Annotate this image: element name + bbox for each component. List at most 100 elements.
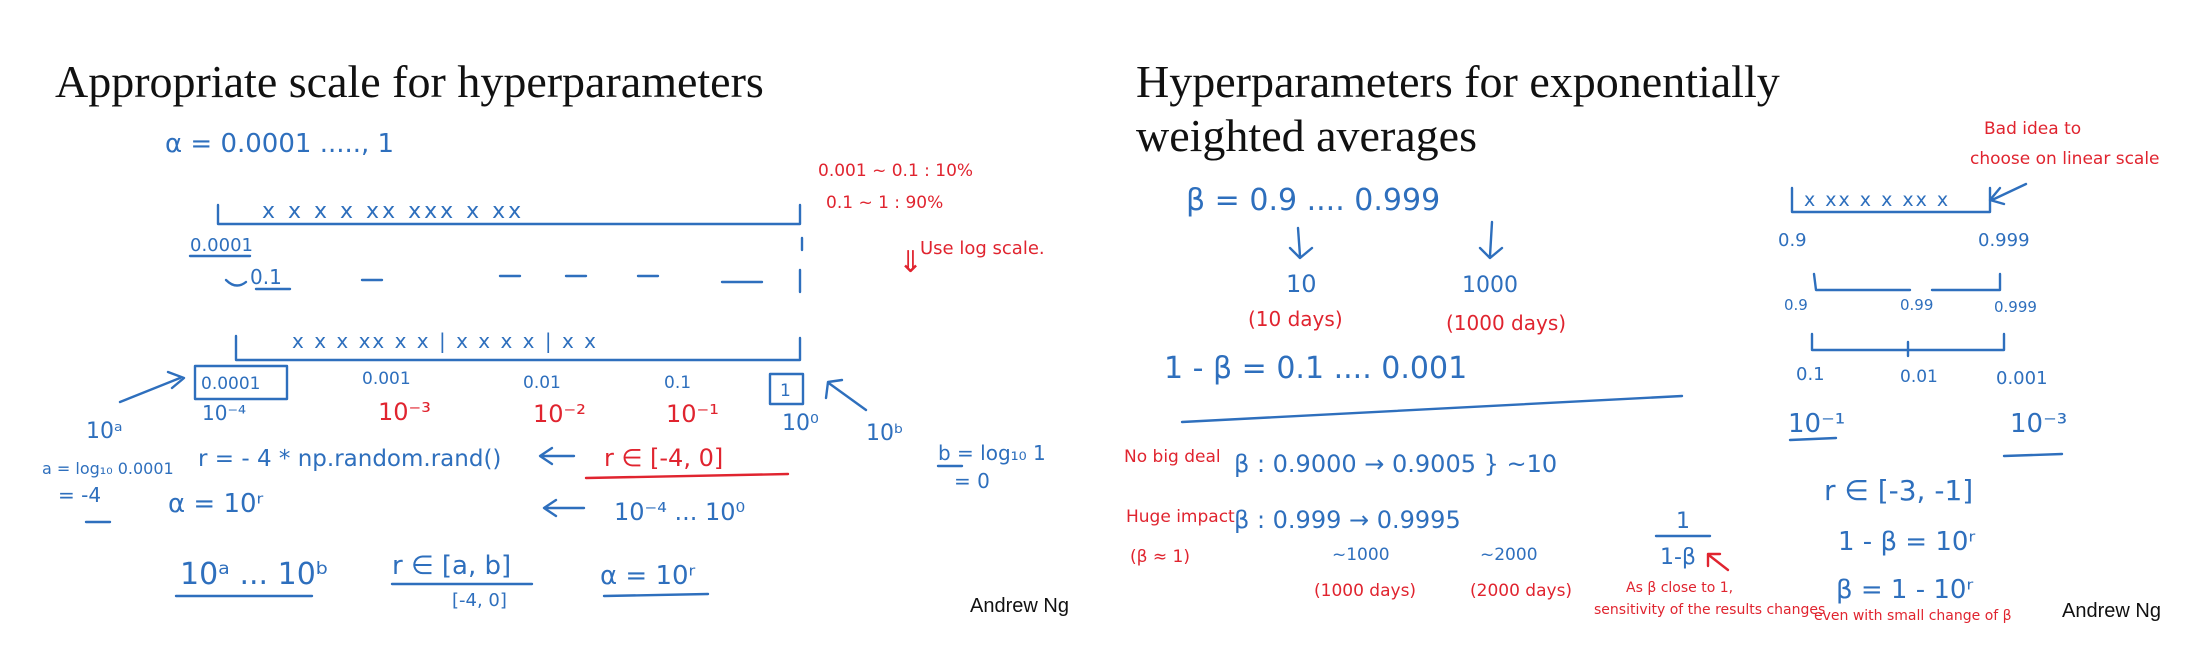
author-name: Andrew Ng [2062, 600, 2161, 622]
code-random-r: r = - 4 * np.random.rand() [198, 446, 501, 472]
right-window-days: (1000 days) [1446, 311, 1566, 335]
arrow-to-end-icon [824, 378, 868, 412]
arrow-to-linear-line-icon [1988, 182, 2028, 206]
r-range-label: r ∈ [-4, 0] [604, 444, 723, 472]
general-range: 10ᵃ ... 10ᵇ [180, 557, 329, 592]
one-minus-beta-eq: 1 - β = 10ʳ [1838, 527, 1975, 557]
inverse-right-label: 0.001 [1996, 368, 2048, 389]
left-window-size: 10 [1286, 270, 1317, 298]
slide-title-line1: Hyperparameters for exponentially [1136, 56, 1780, 107]
linear-left-label: 0.9 [1778, 230, 1807, 251]
left-power-label: 10ᵃ [86, 419, 123, 444]
handwritten-annotations: α = 0.0001 ....., 1 x x x x xx xxx x xx … [42, 129, 1046, 611]
slide-log-scale: Appropriate scale for hyperparameters α … [42, 56, 1069, 617]
bad-idea-note-1: Bad idea to [1984, 119, 2081, 139]
inverse-scale-line [1810, 332, 2006, 358]
log-scale-hint: Use log scale. [920, 238, 1045, 259]
power-range: 10⁻⁴ ... 10⁰ [614, 498, 745, 526]
r-range-underline [584, 472, 790, 480]
power-right: 10⁻³ [2010, 409, 2067, 439]
log-number-line [234, 334, 802, 362]
sample-ratio-90: 0.1 ~ 1 : 90% [826, 193, 943, 213]
line-start-label: 0.0001 [190, 235, 253, 256]
tick-power-0: 10⁻⁴ [202, 401, 246, 425]
author-name: Andrew Ng [970, 595, 1069, 617]
down-arrow-icon: ⇓ [898, 245, 923, 280]
approx-2000: ~2000 [1480, 545, 1538, 565]
beta-change-large: β : 0.999 → 0.9995 [1234, 506, 1461, 534]
no-big-deal-note: No big deal [1124, 447, 1221, 467]
sensitivity-note-2: sensitivity of the results changes [1594, 602, 1825, 618]
a-definition: a = log₁₀ 0.0001 [42, 459, 174, 478]
separator-line [1180, 394, 1684, 424]
beta-change-small: β : 0.9000 → 0.9005 } ~10 [1234, 450, 1557, 478]
b-value: = 0 [954, 469, 990, 493]
linear-sample-marks: x xx x x xx x [1804, 189, 1950, 211]
beta-range: β = 0.9 .... 0.999 [1186, 183, 1440, 218]
r-interval-example: [-4, 0] [452, 590, 507, 611]
fraction-numerator: 1 [1676, 509, 1690, 534]
boxed-end-value [768, 372, 805, 406]
sensitivity-note-3: even with small change of β [1814, 608, 2012, 624]
tick-power-1: 10⁻³ [378, 398, 431, 426]
arrow-down-icon-2 [1478, 220, 1504, 260]
sensitivity-note-1: As β close to 1, [1626, 580, 1733, 596]
tick-value-0: 0.0001 [201, 374, 260, 394]
tick-value-2: 0.01 [523, 373, 561, 393]
beta-near-one: (β ≈ 1) [1130, 547, 1190, 567]
arrow-to-start-icon [118, 370, 186, 404]
slide-title-line2: weighted averages [1136, 110, 1478, 161]
arrow-note-icon [1706, 552, 1730, 572]
alpha-formula-bottom: α = 10ʳ [600, 561, 696, 591]
arrow-left-icon [538, 446, 576, 466]
one-minus-beta-range: 1 - β = 0.1 .... 0.001 [1164, 351, 1467, 386]
approx-1000: ~1000 [1332, 545, 1390, 565]
segment-mid-label: 0.99 [1900, 296, 1933, 314]
days-1000: (1000 days) [1314, 581, 1416, 601]
tick-power-2: 10⁻² [533, 400, 586, 428]
b-definition: b = log₁₀ 1 [938, 441, 1046, 465]
beta-eq: β = 1 - 10ʳ [1836, 575, 1973, 605]
days-2000: (2000 days) [1470, 581, 1572, 601]
right-power-label: 10ᵇ [866, 421, 903, 446]
power-right-underline [2002, 452, 2064, 458]
arrow-left-icon-2 [542, 498, 586, 518]
left-window-days: (10 days) [1248, 307, 1343, 331]
fraction-denominator: 1-β [1660, 545, 1696, 570]
inverse-left-label: 0.1 [1796, 364, 1825, 385]
sample-ratio-10: 0.001 ~ 0.1 : 10% [818, 161, 973, 181]
tick-value-1: 0.001 [362, 369, 411, 389]
handwritten-annotations: β = 0.9 .... 0.999 10 (10 days) 1000 (10… [1124, 119, 2160, 624]
tick-value-4: 1 [780, 381, 791, 401]
inverse-mid-label: 0.01 [1900, 367, 1938, 387]
r-range-right: r ∈ [-3, -1] [1824, 474, 1973, 507]
random-sample-marks: x x x x xx xxx x xx [262, 199, 524, 224]
a-value: = -4 [58, 483, 101, 507]
linear-number-line [216, 203, 802, 226]
r-interval: r ∈ [a, b] [392, 551, 511, 581]
segmented-line [1812, 272, 2002, 292]
tick-power-4: 10⁰ [782, 411, 819, 436]
bad-idea-note-2: choose on linear scale [1970, 149, 2160, 169]
segment-bracket [224, 278, 248, 287]
power-left-underline [1788, 436, 1838, 442]
alpha-formula: α = 10ʳ [168, 489, 264, 519]
alpha-range: α = 0.0001 ....., 1 [165, 129, 394, 159]
segment-left-label: 0.9 [1784, 296, 1808, 314]
alpha-formula-underline [602, 592, 710, 598]
tick-value-3: 0.1 [664, 373, 691, 393]
slide-title: Appropriate scale for hyperparameters [55, 56, 764, 107]
slide-ewa-hyperparameters: Hyperparameters for exponentially weight… [1100, 0, 2200, 650]
linear-right-label: 0.999 [1978, 230, 2030, 251]
segment-right-label: 0.999 [1994, 298, 2037, 316]
linear-scale-line [1790, 186, 1992, 214]
segment-start-label: 0.1 [250, 265, 282, 289]
power-left: 10⁻¹ [1788, 409, 1845, 439]
log-sample-marks: x x x xx x x | x x x x | x x [292, 329, 598, 353]
tick-power-3: 10⁻¹ [666, 400, 719, 428]
arrow-down-icon [1288, 226, 1314, 260]
boxed-start-value [193, 364, 289, 401]
huge-impact-note: Huge impact [1126, 507, 1235, 527]
dashed-segment [360, 274, 764, 284]
right-window-size: 1000 [1462, 273, 1518, 298]
